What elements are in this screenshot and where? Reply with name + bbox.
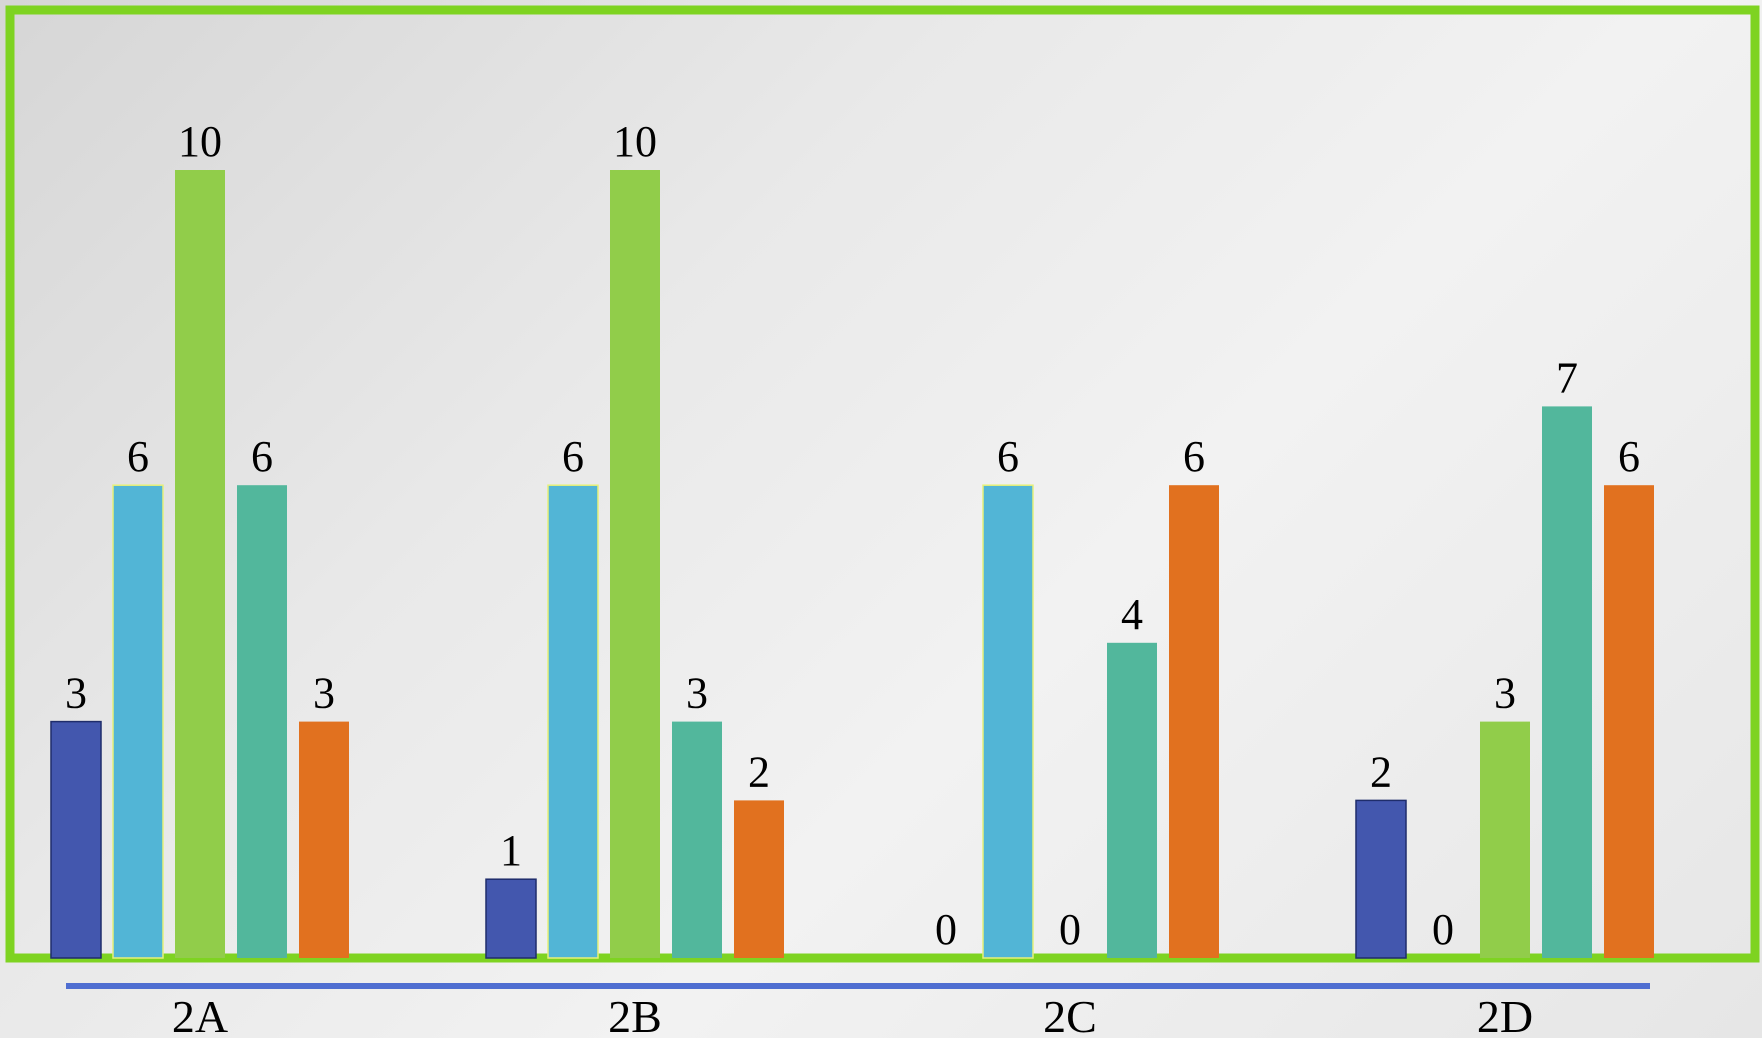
value-label-2a-s1: 3 bbox=[65, 669, 87, 718]
bar-2a-s4 bbox=[237, 485, 287, 958]
bar-2a-s1 bbox=[50, 720, 102, 959]
bar-2d-s1 bbox=[1355, 799, 1407, 959]
bar-2d-s3 bbox=[1480, 721, 1530, 958]
value-label-2b-s3: 10 bbox=[613, 117, 657, 166]
value-label-2c-s5: 6 bbox=[1183, 432, 1205, 481]
value-label-2a-s5: 3 bbox=[313, 669, 335, 718]
value-label-2b-s1: 1 bbox=[500, 826, 522, 875]
category-label-2c: 2C bbox=[1043, 991, 1097, 1038]
value-label-2c-s3: 0 bbox=[1059, 905, 1081, 954]
value-label-2d-s2: 0 bbox=[1432, 905, 1454, 954]
value-label-2b-s5: 2 bbox=[748, 747, 770, 796]
chart-frame bbox=[5, 5, 1760, 963]
value-label-2d-s3: 3 bbox=[1494, 669, 1516, 718]
value-label-2d-s4: 7 bbox=[1556, 353, 1578, 402]
value-label-2d-s1: 2 bbox=[1370, 747, 1392, 796]
bar-2c-s2 bbox=[982, 484, 1034, 959]
value-label-2a-s3: 10 bbox=[178, 117, 222, 166]
category-labels-layer: 2A 2B 2C 2D bbox=[172, 991, 1533, 1038]
bar-2b-s3 bbox=[610, 170, 660, 958]
bar-2b-s5 bbox=[734, 800, 784, 958]
value-label-2a-s2: 6 bbox=[127, 432, 149, 481]
bar-2a-s5 bbox=[299, 721, 349, 958]
value-label-2c-s4: 4 bbox=[1121, 590, 1143, 639]
bar-2b-s2 bbox=[547, 484, 599, 959]
bar-2d-s5 bbox=[1604, 485, 1654, 958]
bar-2c-s5 bbox=[1169, 485, 1219, 958]
value-label-2c-s1: 0 bbox=[935, 905, 957, 954]
bar-2a-s2 bbox=[112, 484, 164, 959]
bar-2c-s4 bbox=[1107, 642, 1157, 958]
value-label-2d-s5: 6 bbox=[1618, 432, 1640, 481]
bar-2d-s4 bbox=[1542, 406, 1592, 958]
value-label-2b-s2: 6 bbox=[562, 432, 584, 481]
category-label-2d: 2D bbox=[1477, 991, 1533, 1038]
value-label-2a-s4: 6 bbox=[251, 432, 273, 481]
bar-2b-s1 bbox=[485, 878, 537, 959]
category-label-2a: 2A bbox=[172, 991, 228, 1038]
value-label-2b-s4: 3 bbox=[686, 669, 708, 718]
value-label-2c-s2: 6 bbox=[997, 432, 1019, 481]
bar-2b-s4 bbox=[672, 721, 722, 958]
bar-2a-s3 bbox=[175, 170, 225, 958]
bars-layer bbox=[50, 170, 1654, 959]
category-label-2b: 2B bbox=[608, 991, 662, 1038]
